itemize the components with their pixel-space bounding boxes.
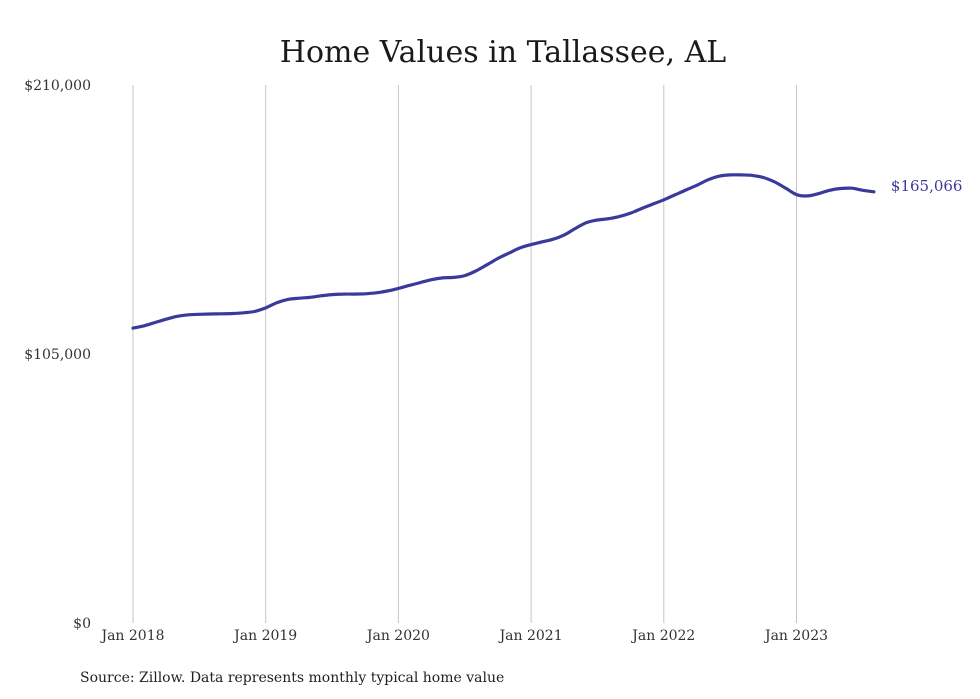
chart-title: Home Values in Tallassee, AL — [280, 35, 726, 70]
x-axis-ticks: Jan 2018 Jan 2019 Jan 2020 Jan 2021 Jan 2022… — [99, 628, 828, 644]
end-value-label: $165,066 — [891, 177, 963, 195]
x-tick-label: Jan 2018 — [99, 628, 164, 644]
x-tick-label: Jan 2020 — [365, 628, 430, 644]
gridlines — [132, 85, 797, 623]
x-tick-label: Jan 2019 — [232, 628, 297, 644]
y-tick-label: $105,000 — [24, 347, 91, 363]
y-tick-label: $210,000 — [24, 78, 91, 94]
x-tick-label: Jan 2022 — [630, 628, 695, 644]
x-tick-label: Jan 2021 — [498, 628, 563, 644]
y-axis-ticks: $0 $105,000 $210,000 — [24, 78, 91, 632]
source-note: Source: Zillow. Data represents monthly … — [80, 670, 504, 686]
y-tick-label: $0 — [73, 616, 91, 632]
series-layer: $165,066 — [131, 173, 963, 330]
series-line — [131, 173, 876, 330]
x-tick-label: Jan 2023 — [763, 628, 828, 644]
